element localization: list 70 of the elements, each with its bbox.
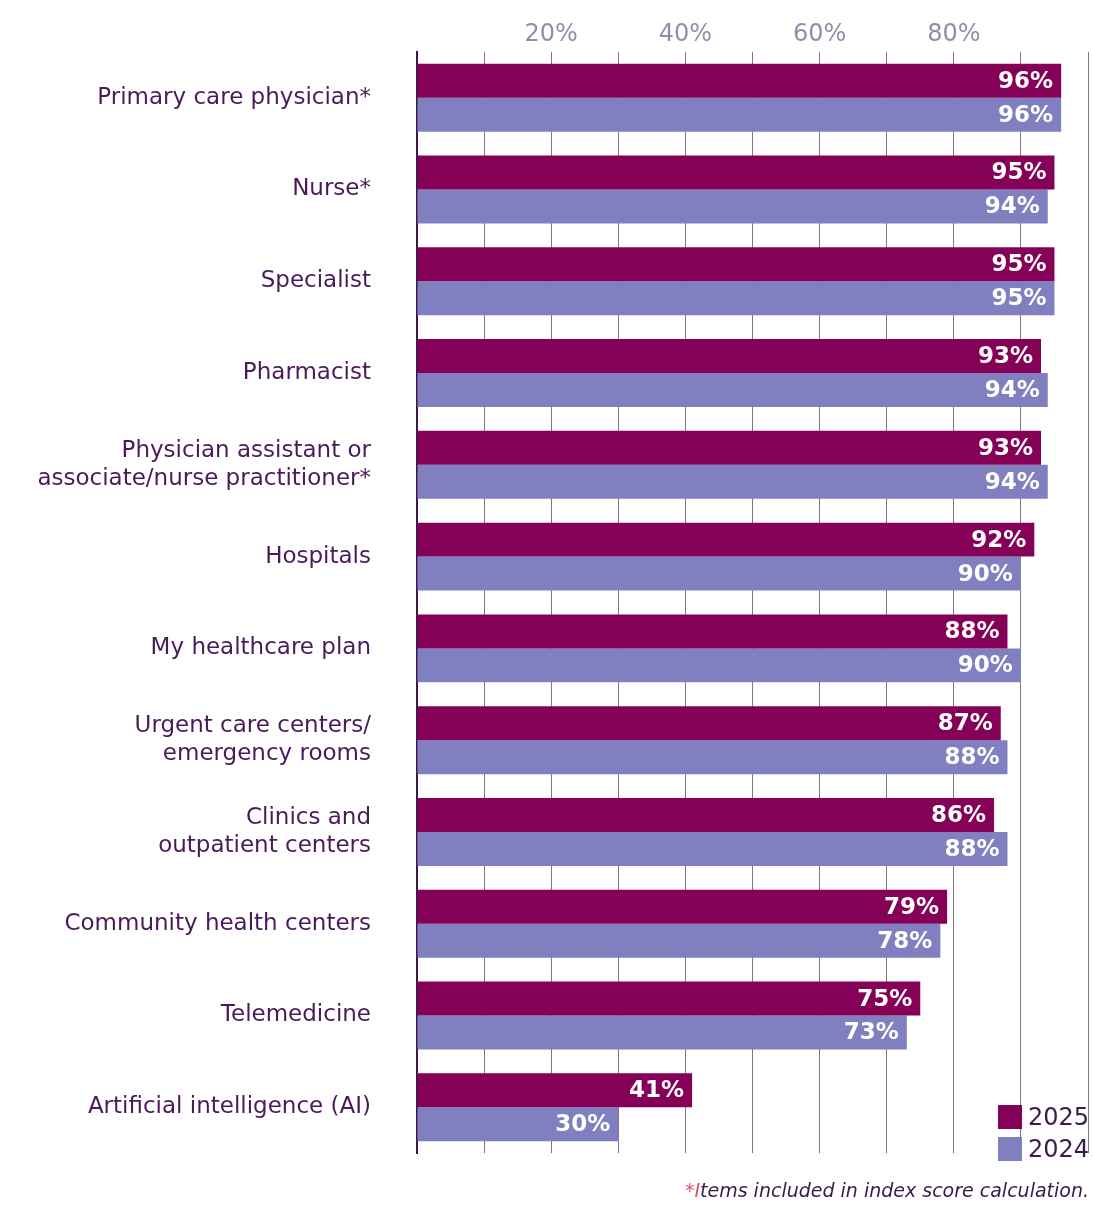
bar (417, 648, 1021, 683)
data-label: 30% (555, 1110, 611, 1137)
data-label: 92% (971, 525, 1027, 552)
y-tick-label: Hospitals (265, 541, 371, 568)
data-label: 90% (957, 651, 1013, 678)
data-label: 94% (984, 192, 1040, 219)
data-label: 73% (843, 1018, 899, 1045)
bar (417, 63, 1062, 98)
y-tick-label: Community health centers (64, 908, 371, 935)
bar (417, 556, 1021, 591)
bar (417, 522, 1035, 557)
bar (417, 1015, 907, 1050)
y-tick-label: Nurse* (292, 174, 371, 201)
data-label: 96% (998, 66, 1054, 93)
legend-label: 2024 (1027, 1135, 1089, 1163)
data-label: 94% (984, 375, 1040, 402)
bar (417, 1073, 693, 1108)
bar (417, 281, 1055, 316)
y-tick-label: Pharmacist (242, 358, 371, 385)
data-label: 96% (998, 100, 1054, 127)
bar (417, 430, 1042, 465)
bar (417, 981, 921, 1016)
data-label: 95% (991, 158, 1047, 185)
data-label: 88% (944, 617, 1000, 644)
bar (417, 189, 1048, 224)
y-tick-label: Artificial intelligence (AI) (87, 1092, 371, 1119)
bar (417, 1107, 619, 1142)
x-tick-label: 20% (524, 18, 578, 47)
y-tick-label: Primary care physician* (97, 82, 371, 109)
bar (417, 464, 1048, 499)
data-label: 90% (957, 559, 1013, 586)
bar (417, 373, 1048, 407)
bar (417, 831, 1008, 866)
category-label: associate/nurse practitioner* (37, 463, 371, 490)
data-label: 78% (877, 926, 933, 953)
y-tick-label: Specialist (260, 266, 371, 293)
bar (417, 923, 941, 958)
x-tick-label: 80% (927, 18, 981, 47)
bar (417, 889, 948, 924)
data-label: 79% (884, 892, 940, 919)
text: *Items included in index score calculation. (684, 1179, 1089, 1201)
bar (417, 706, 1001, 741)
bar (417, 155, 1055, 190)
legend-label: 2025 (1027, 1103, 1089, 1131)
category-label: outpatient centers (158, 830, 371, 857)
bar (417, 740, 1008, 775)
data-label: 88% (944, 743, 1000, 770)
data-label: 87% (937, 709, 993, 736)
data-label: 95% (991, 250, 1047, 277)
bar (417, 97, 1062, 132)
bar (417, 798, 995, 832)
category-label: Urgent care centers/ (134, 711, 371, 738)
data-label: 88% (944, 834, 1000, 861)
bar (417, 247, 1055, 282)
bar (417, 339, 1042, 374)
bar (417, 614, 1008, 649)
y-tick-label: My healthcare plan (150, 633, 371, 660)
data-label: 94% (984, 467, 1040, 494)
x-tick-label: 40% (658, 18, 713, 47)
category-label: Physician assistant or (121, 435, 371, 462)
data-label: 41% (629, 1076, 685, 1103)
data-label: 95% (991, 284, 1047, 311)
x-tick-label: 60% (792, 18, 847, 47)
category-label: Clinics and (245, 803, 371, 830)
data-label: 93% (977, 342, 1034, 369)
data-label: 93% (977, 433, 1034, 460)
data-label: 75% (857, 984, 913, 1011)
data-label: 86% (931, 800, 987, 827)
y-tick-label: Telemedicine (219, 1000, 371, 1027)
category-label: emergency rooms (162, 738, 371, 765)
